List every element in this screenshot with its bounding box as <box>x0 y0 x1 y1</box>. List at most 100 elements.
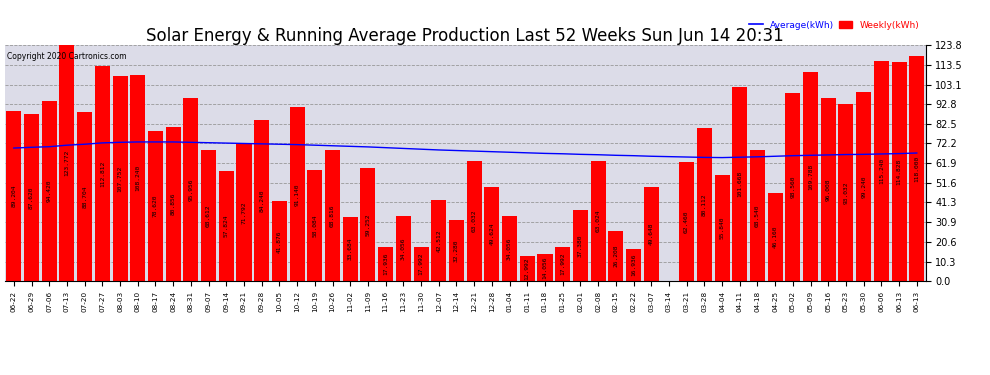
Bar <box>856 92 871 281</box>
Bar <box>360 168 375 281</box>
Text: 16.936: 16.936 <box>631 254 636 276</box>
Text: 63.032: 63.032 <box>471 210 476 232</box>
Text: 34.056: 34.056 <box>507 237 512 260</box>
Text: 93.032: 93.032 <box>843 181 848 204</box>
Bar <box>254 120 269 281</box>
Bar <box>909 56 925 281</box>
Bar <box>573 210 588 281</box>
Bar <box>803 72 818 281</box>
Bar <box>785 93 800 281</box>
Bar <box>113 76 128 281</box>
Bar <box>538 254 552 281</box>
Text: 34.056: 34.056 <box>401 237 406 260</box>
Text: 88.704: 88.704 <box>82 185 87 208</box>
Bar <box>77 112 92 281</box>
Text: 95.956: 95.956 <box>188 178 193 201</box>
Bar <box>821 98 836 281</box>
Text: 57.824: 57.824 <box>224 215 229 237</box>
Text: 89.204: 89.204 <box>11 185 16 207</box>
Bar <box>165 127 181 281</box>
Text: 112.812: 112.812 <box>100 160 105 187</box>
Bar <box>343 217 357 281</box>
Bar <box>520 256 535 281</box>
Bar <box>839 104 853 281</box>
Text: 78.620: 78.620 <box>152 195 158 217</box>
Text: 68.540: 68.540 <box>755 205 760 227</box>
Bar <box>626 249 642 281</box>
Bar <box>679 162 694 281</box>
Bar <box>131 75 146 281</box>
Bar <box>42 101 56 281</box>
Text: 71.792: 71.792 <box>242 201 247 224</box>
Bar <box>201 150 216 281</box>
Text: 94.420: 94.420 <box>47 180 51 203</box>
Bar <box>892 62 907 281</box>
Bar <box>59 45 74 281</box>
Bar <box>591 161 606 281</box>
Text: 59.252: 59.252 <box>365 213 370 236</box>
Text: 63.024: 63.024 <box>596 210 601 232</box>
Bar <box>183 98 198 281</box>
Text: 17.992: 17.992 <box>560 253 565 275</box>
Bar <box>396 216 411 281</box>
Bar <box>148 131 163 281</box>
Bar <box>448 220 464 281</box>
Bar <box>874 62 889 281</box>
Bar <box>237 144 251 281</box>
Text: 96.008: 96.008 <box>826 178 831 201</box>
Text: 98.560: 98.560 <box>790 176 795 198</box>
Text: 49.648: 49.648 <box>648 223 653 245</box>
Bar <box>749 150 765 281</box>
Text: 109.788: 109.788 <box>808 164 813 190</box>
Bar <box>502 216 517 281</box>
Text: 68.816: 68.816 <box>330 204 335 227</box>
Bar <box>414 247 429 281</box>
Text: 114.828: 114.828 <box>897 159 902 185</box>
Bar <box>219 171 234 281</box>
Text: 26.208: 26.208 <box>613 245 619 267</box>
Text: 99.240: 99.240 <box>861 175 866 198</box>
Text: 84.240: 84.240 <box>259 190 264 212</box>
Text: 58.084: 58.084 <box>312 214 318 237</box>
Bar <box>555 247 570 281</box>
Text: 115.240: 115.240 <box>879 158 884 184</box>
Bar <box>715 175 730 281</box>
Bar <box>644 186 658 281</box>
Text: 55.840: 55.840 <box>720 217 725 239</box>
Bar <box>307 170 323 281</box>
Text: 49.624: 49.624 <box>489 223 494 245</box>
Bar <box>24 114 39 281</box>
Text: 32.280: 32.280 <box>454 239 459 262</box>
Text: 42.512: 42.512 <box>437 230 442 252</box>
Text: 118.000: 118.000 <box>915 156 920 182</box>
Bar <box>697 128 712 281</box>
Text: 101.668: 101.668 <box>738 171 742 197</box>
Text: 80.112: 80.112 <box>702 194 707 216</box>
Text: 68.612: 68.612 <box>206 204 211 227</box>
Text: 41.876: 41.876 <box>277 230 282 252</box>
Text: 108.240: 108.240 <box>136 165 141 191</box>
Bar <box>767 193 783 281</box>
Text: 14.056: 14.056 <box>543 256 547 279</box>
Text: 46.160: 46.160 <box>772 226 778 249</box>
Text: 17.936: 17.936 <box>383 253 388 275</box>
Text: 12.992: 12.992 <box>525 258 530 280</box>
Bar <box>733 87 747 281</box>
Bar <box>484 186 499 281</box>
Text: 17.992: 17.992 <box>419 253 424 275</box>
Bar <box>466 161 482 281</box>
Text: 37.380: 37.380 <box>578 234 583 257</box>
Text: Copyright 2020 Cartronics.com: Copyright 2020 Cartronics.com <box>7 52 127 61</box>
Bar <box>289 107 305 281</box>
Text: 87.620: 87.620 <box>29 186 34 209</box>
Text: 80.856: 80.856 <box>170 193 175 215</box>
Bar <box>608 231 624 281</box>
Text: 91.140: 91.140 <box>295 183 300 206</box>
Bar <box>95 66 110 281</box>
Bar <box>432 200 446 281</box>
Bar <box>6 111 22 281</box>
Text: 62.460: 62.460 <box>684 210 689 233</box>
Title: Solar Energy & Running Average Production Last 52 Weeks Sun Jun 14 20:31: Solar Energy & Running Average Productio… <box>147 27 784 45</box>
Text: 33.684: 33.684 <box>347 238 352 260</box>
Legend: Average(kWh), Weekly(kWh): Average(kWh), Weekly(kWh) <box>747 19 921 32</box>
